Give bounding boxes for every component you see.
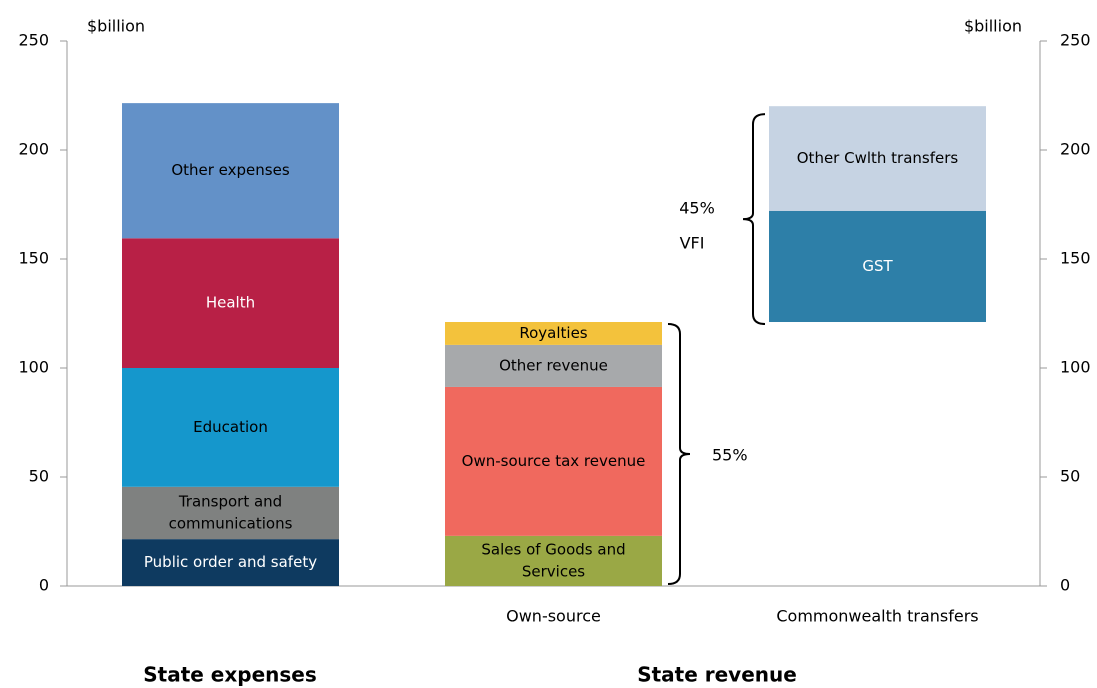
group-label: State revenue — [637, 663, 797, 687]
bar-segment — [122, 539, 339, 586]
y-tick-label: 250 — [18, 31, 49, 50]
y-tick-label: 0 — [39, 576, 49, 595]
segment-label: Health — [206, 294, 255, 312]
x-tick-label: Own-source — [506, 607, 601, 626]
bar-segment — [445, 344, 662, 387]
y-tick-label: 50 — [29, 467, 49, 486]
group-label: State expenses — [143, 663, 317, 687]
bar-segment — [445, 322, 662, 345]
y-axis-label: $billion — [87, 17, 145, 36]
bar-segment — [122, 103, 339, 239]
y2-tick-label: 50 — [1060, 467, 1080, 486]
segment-label: Other revenue — [499, 356, 608, 374]
segment-label: Own-source tax revenue — [462, 452, 646, 470]
bar-segment — [122, 368, 339, 487]
y-tick-label: 150 — [18, 249, 49, 268]
segment-label: GST — [862, 257, 893, 275]
annotation: 55% — [712, 446, 748, 465]
segment-label: Education — [193, 418, 268, 436]
annotation: VFI — [680, 234, 705, 253]
segment-label: communications — [169, 514, 293, 532]
segment-label: Other Cwlth transfers — [797, 149, 959, 167]
bar-segment — [769, 106, 986, 211]
y2-tick-label: 0 — [1060, 576, 1070, 595]
segment-label: Other expenses — [171, 161, 290, 179]
y-tick-label: 200 — [18, 140, 49, 159]
y2-tick-label: 150 — [1060, 249, 1091, 268]
bar-segment — [445, 386, 662, 536]
bar-segment — [445, 535, 662, 586]
bar-segment — [122, 238, 339, 368]
x-tick-label: Commonwealth transfers — [776, 607, 978, 626]
bar-segment — [122, 486, 339, 540]
bracket — [667, 323, 691, 585]
y-tick-label: 100 — [18, 358, 49, 377]
annotation: 45% — [679, 199, 715, 218]
segment-label: Public order and safety — [144, 553, 317, 571]
segment-label: Royalties — [519, 324, 587, 342]
bar-segment — [769, 210, 986, 323]
y2-tick-label: 100 — [1060, 358, 1091, 377]
segment-label: Services — [522, 562, 585, 580]
y2-tick-label: 200 — [1060, 140, 1091, 159]
bracket — [742, 113, 766, 326]
segment-label: Sales of Goods and — [481, 540, 625, 558]
y2-axis-label: $billion — [964, 17, 1022, 36]
segment-label: Transport and — [178, 492, 282, 510]
y2-tick-label: 250 — [1060, 31, 1091, 50]
